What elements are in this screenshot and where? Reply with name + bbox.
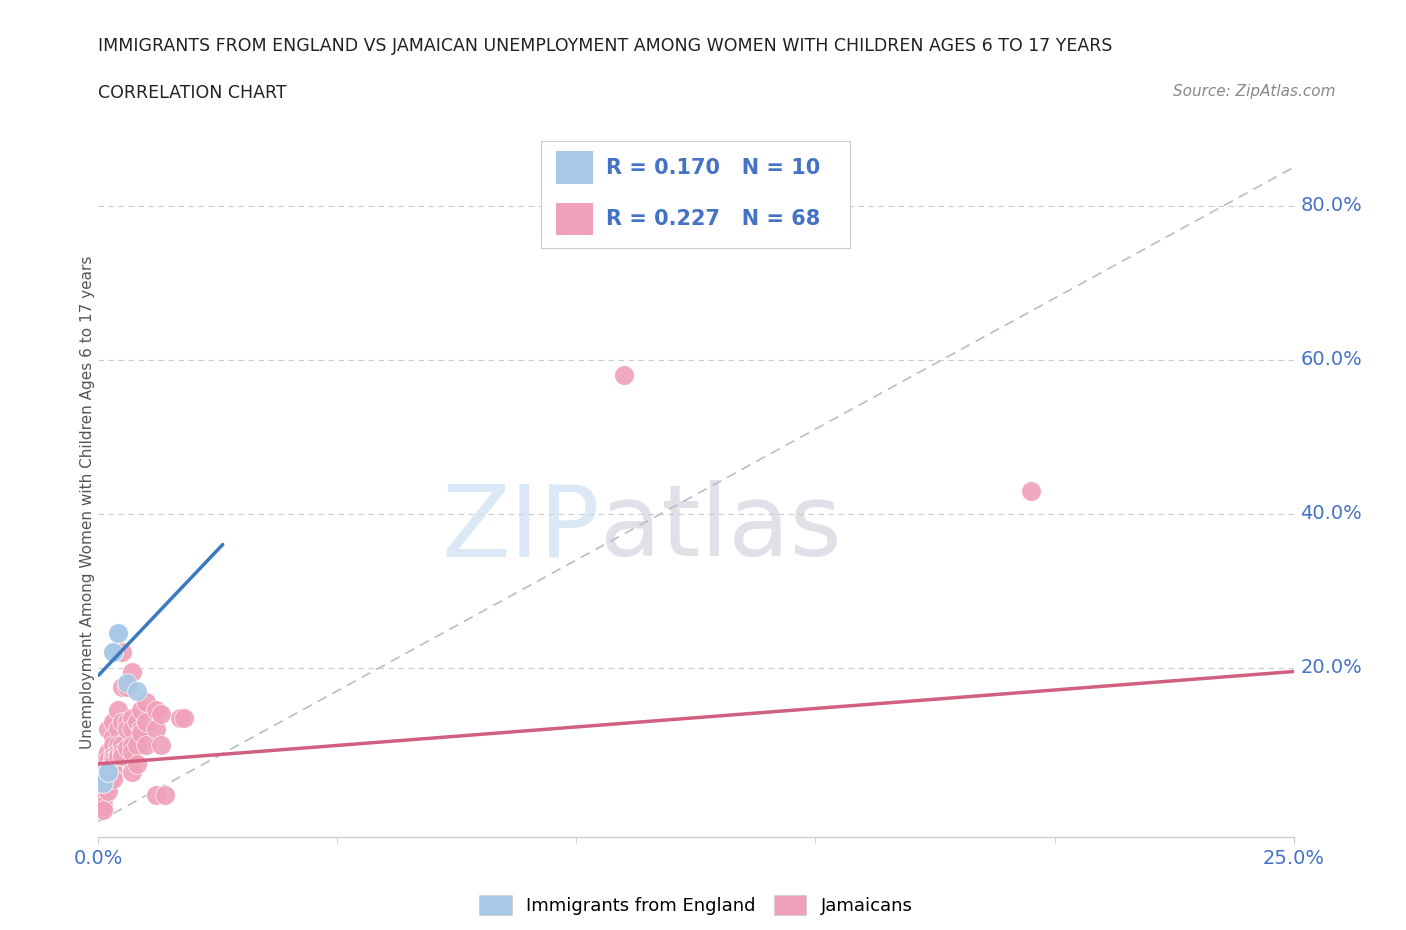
Point (101, 729, 124, 744)
Point (121, 745, 143, 760)
Text: R = 0.227   N = 68: R = 0.227 N = 68 (606, 209, 820, 229)
Point (613, 367, 636, 382)
Point (91, 803, 114, 817)
Point (115, 680, 138, 695)
Point (145, 702, 167, 717)
Point (111, 749, 134, 764)
FancyBboxPatch shape (557, 203, 593, 235)
Point (121, 722, 143, 737)
Point (91, 761, 114, 776)
Point (121, 664, 143, 679)
Point (97, 764, 120, 779)
Text: 60.0%: 60.0% (1301, 351, 1362, 369)
Point (91, 776, 114, 790)
Point (101, 737, 124, 752)
Point (91, 776, 114, 790)
Point (97, 764, 120, 779)
Point (107, 749, 129, 764)
Point (115, 741, 138, 756)
Point (125, 756, 148, 771)
Point (101, 752, 124, 767)
Point (91, 768, 114, 783)
Point (107, 745, 129, 760)
Y-axis label: Unemployment Among Women with Children Ages 6 to 17 years: Unemployment Among Women with Children A… (80, 256, 94, 749)
Point (115, 722, 138, 737)
Point (131, 722, 153, 737)
Point (145, 722, 167, 737)
Point (107, 626, 129, 641)
Point (149, 737, 172, 752)
Text: atlas: atlas (600, 481, 842, 578)
Point (107, 626, 129, 641)
Point (107, 722, 129, 737)
Point (101, 756, 124, 771)
Point (111, 745, 134, 760)
Point (121, 711, 143, 725)
Text: CORRELATION CHART: CORRELATION CHART (98, 84, 287, 101)
Legend: Immigrants from England, Jamaicans: Immigrants from England, Jamaicans (479, 896, 912, 915)
Point (115, 675, 138, 690)
Text: Source: ZipAtlas.com: Source: ZipAtlas.com (1173, 84, 1336, 99)
Point (121, 737, 143, 752)
Point (91, 752, 114, 767)
Text: 20.0%: 20.0% (1301, 658, 1362, 677)
Point (97, 772, 120, 787)
Point (97, 768, 120, 783)
Point (135, 714, 157, 729)
Point (91, 783, 114, 798)
Point (107, 702, 129, 717)
Point (107, 737, 129, 752)
Point (135, 737, 157, 752)
Point (97, 783, 120, 798)
Point (111, 737, 134, 752)
Point (101, 644, 124, 659)
Point (101, 749, 124, 764)
Text: R = 0.170   N = 10: R = 0.170 N = 10 (606, 157, 820, 178)
Point (173, 711, 195, 725)
Point (131, 725, 153, 740)
Point (101, 764, 124, 779)
Point (101, 714, 124, 729)
Point (97, 745, 120, 760)
Point (91, 795, 114, 810)
Point (97, 752, 120, 767)
Point (135, 695, 157, 710)
Point (91, 776, 114, 790)
Point (131, 702, 153, 717)
Point (101, 644, 124, 659)
Point (111, 680, 134, 695)
Text: ZIP: ZIP (441, 481, 600, 578)
Point (125, 714, 148, 729)
Point (121, 764, 143, 779)
Text: 80.0%: 80.0% (1301, 196, 1362, 216)
Point (91, 772, 114, 787)
Point (91, 787, 114, 802)
Point (97, 776, 120, 790)
Point (155, 787, 177, 802)
Point (115, 714, 138, 729)
Point (111, 644, 134, 659)
Point (91, 756, 114, 771)
Point (97, 764, 120, 779)
Point (97, 761, 120, 776)
Point (125, 684, 148, 698)
Point (97, 722, 120, 737)
Text: IMMIGRANTS FROM ENGLAND VS JAMAICAN UNEMPLOYMENT AMONG WOMEN WITH CHILDREN AGES : IMMIGRANTS FROM ENGLAND VS JAMAICAN UNEM… (98, 37, 1112, 55)
Point (169, 711, 191, 725)
Text: 40.0%: 40.0% (1301, 504, 1362, 524)
FancyBboxPatch shape (557, 152, 593, 183)
Point (1019, 484, 1042, 498)
Point (91, 799, 114, 814)
Point (149, 707, 172, 722)
Point (145, 787, 167, 802)
Point (111, 714, 134, 729)
Point (91, 791, 114, 806)
Point (101, 772, 124, 787)
Point (125, 737, 148, 752)
